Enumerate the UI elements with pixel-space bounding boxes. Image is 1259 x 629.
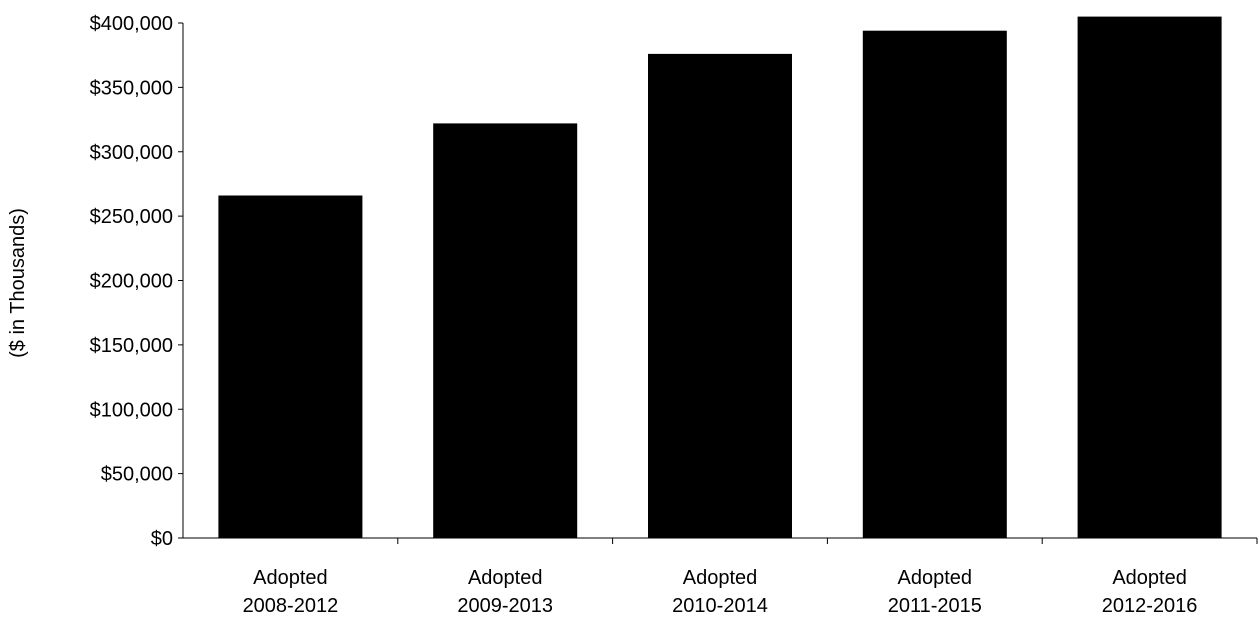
bar-3 — [648, 54, 792, 538]
y-tick-label: $400,000 — [90, 13, 173, 35]
y-tick-label: $200,000 — [90, 271, 173, 293]
x-tick-label: Adopted 2012-2016 — [1102, 567, 1198, 617]
y-tick-label: $350,000 — [90, 77, 173, 99]
y-tick-label: $100,000 — [90, 399, 173, 421]
y-tick-label: $150,000 — [90, 335, 173, 357]
bars-layer — [218, 17, 1221, 538]
x-tick-label: Adopted 2010-2014 — [672, 567, 768, 617]
x-tick-label: Adopted 2011-2015 — [888, 567, 982, 617]
y-tick-label: $300,000 — [90, 142, 173, 164]
y-tick-label: $250,000 — [90, 206, 173, 228]
bar-5 — [1078, 17, 1222, 538]
x-tick-label: Adopted 2009-2013 — [457, 567, 553, 617]
x-tick-label: Adopted 2008-2012 — [243, 567, 339, 617]
y-axis-title: ($ in Thousands) — [7, 208, 29, 358]
bar-4 — [863, 31, 1007, 538]
y-tick-label: $50,000 — [101, 464, 173, 486]
y-tick-label: $0 — [151, 528, 173, 550]
bar-2 — [433, 123, 577, 538]
bar-1 — [218, 196, 362, 539]
